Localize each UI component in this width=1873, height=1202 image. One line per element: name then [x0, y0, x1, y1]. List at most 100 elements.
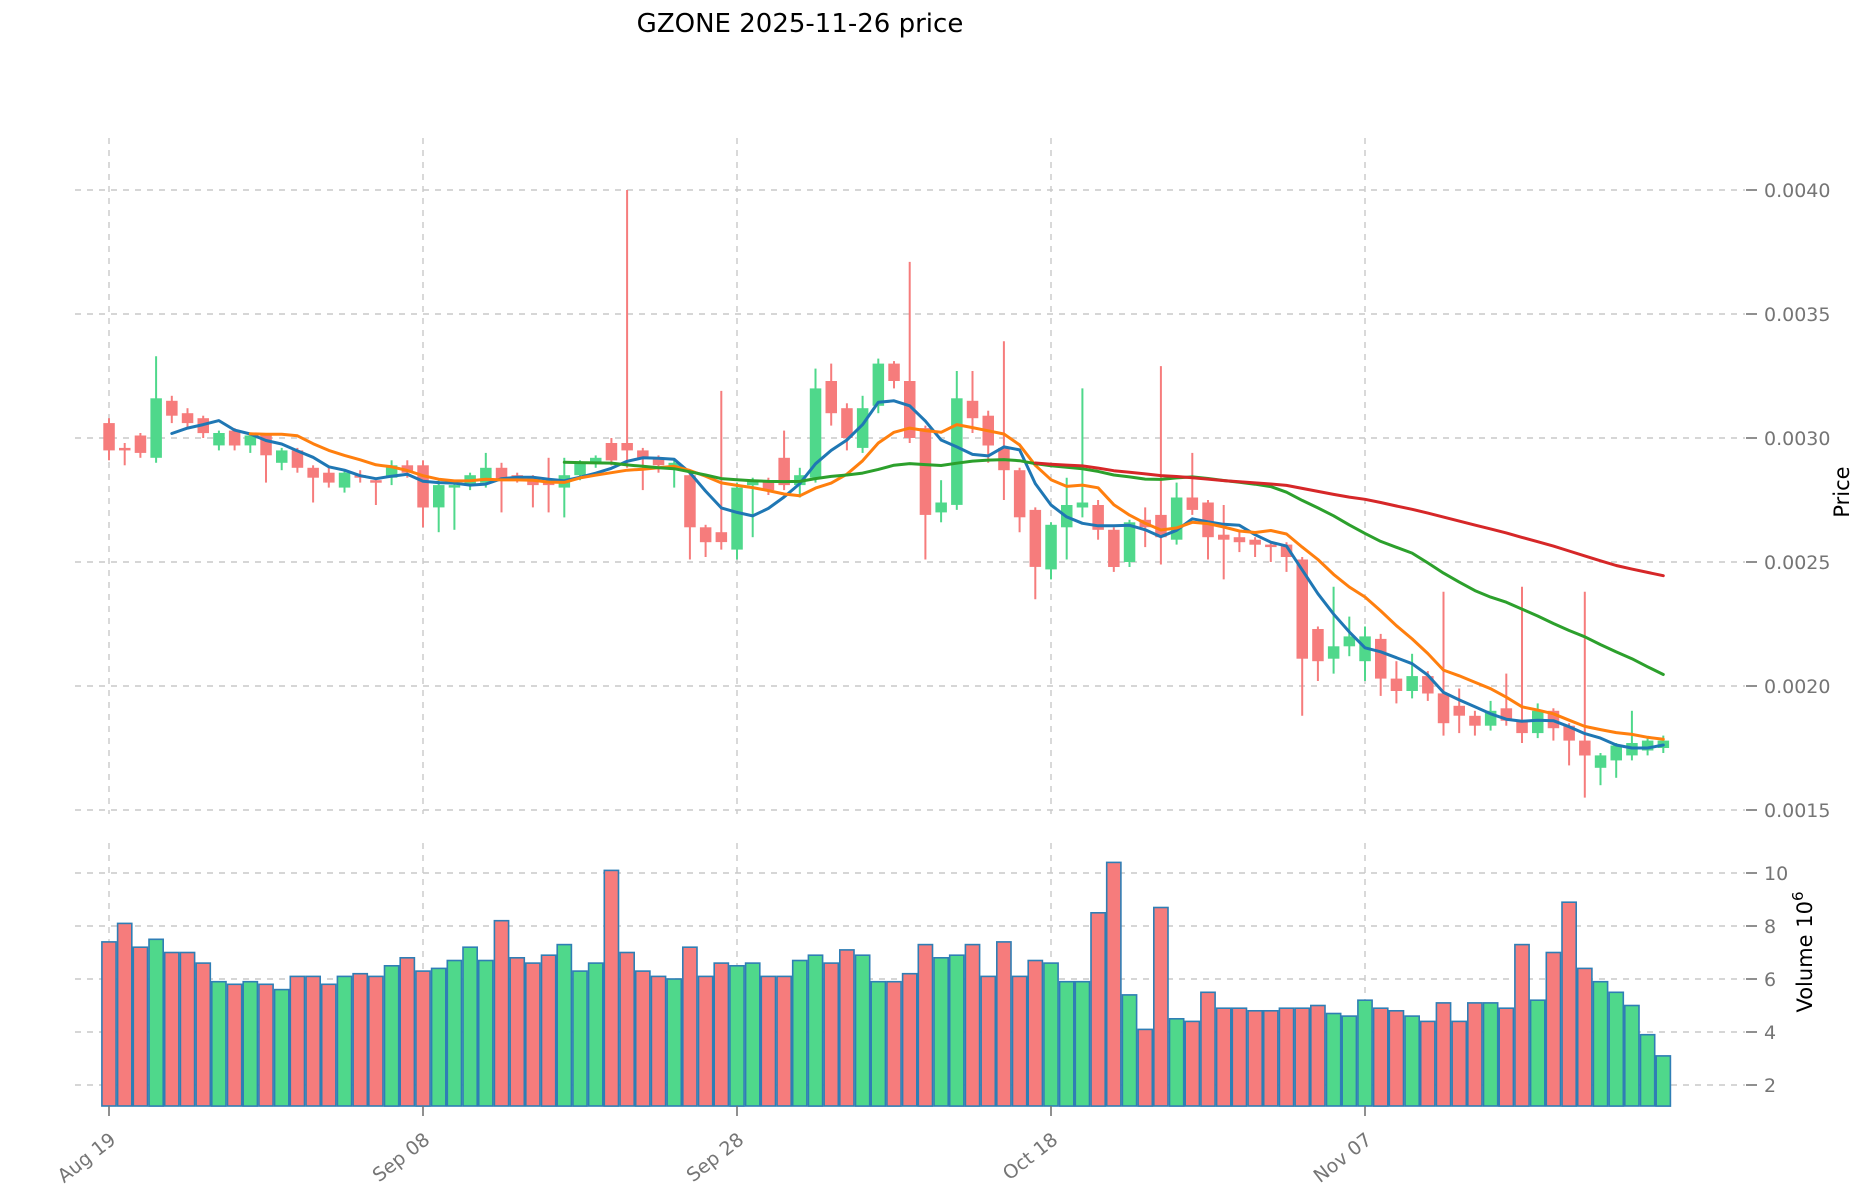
price-tick-label: 0.0030 — [1764, 428, 1830, 450]
ma10-line — [248, 423, 1665, 741]
volume-bar — [1467, 1002, 1483, 1107]
date-tick-label: Sep 08 — [369, 1129, 435, 1187]
candle-body-down — [778, 457, 790, 486]
volume-bar — [619, 951, 635, 1107]
volume-axis-label: Volume 106 — [1789, 891, 1817, 1012]
candle-body-down — [323, 472, 335, 483]
volume-tick-label: 6 — [1764, 969, 1776, 991]
volume-bar — [807, 954, 824, 1107]
volume-bar — [666, 978, 683, 1107]
candle-body-down — [417, 465, 429, 508]
volume-bar — [116, 922, 133, 1107]
candle-body-down — [1029, 509, 1042, 567]
candle-body-down — [652, 457, 665, 466]
candles — [103, 190, 1670, 798]
volume-bar — [289, 975, 306, 1107]
volume-bar — [399, 956, 416, 1107]
volume-bar — [1561, 901, 1577, 1107]
candle-body-down — [542, 482, 555, 486]
candle-body-down — [181, 413, 194, 424]
volume-bar — [1027, 959, 1044, 1107]
volume-bar — [634, 970, 651, 1107]
candle-body-down — [699, 527, 712, 543]
candle-body-down — [966, 400, 979, 419]
candle-body-up — [951, 398, 963, 505]
volume-bar — [854, 954, 871, 1107]
candle-body-down — [1249, 539, 1261, 545]
volume-bar — [258, 983, 274, 1107]
volume-bar — [1043, 962, 1059, 1107]
candle-body-up — [1170, 497, 1183, 540]
candle-body-up — [150, 398, 162, 458]
volume-bar — [1529, 999, 1546, 1107]
volume-bar — [1435, 1002, 1452, 1107]
candle-body-up — [809, 388, 822, 478]
volume-bar — [446, 959, 463, 1107]
candle-body-up — [244, 435, 257, 446]
candle-body-up — [1484, 710, 1497, 726]
volume-bar — [603, 869, 620, 1107]
candle-body-down — [1265, 544, 1277, 548]
volume-bar — [980, 975, 997, 1107]
candle-body-up — [872, 363, 885, 406]
volume-bar — [493, 919, 510, 1107]
volume-bar — [995, 941, 1012, 1107]
candle-body-down — [888, 363, 900, 381]
volume-bar — [132, 946, 149, 1107]
date-tick-label: Sep 28 — [683, 1129, 749, 1187]
volume-bar — [791, 959, 808, 1107]
candle-body-down — [825, 381, 837, 414]
volume-bar — [509, 956, 526, 1107]
candle-body-down — [166, 400, 178, 416]
candle-body-down — [307, 467, 319, 478]
candle-body-up — [1076, 502, 1089, 508]
volume-bar — [1090, 911, 1106, 1107]
volume-bar — [1451, 1020, 1468, 1107]
volume-bar — [101, 941, 117, 1107]
candle-body-up — [276, 450, 288, 463]
candle-body-down — [228, 430, 241, 446]
candle-body-up — [338, 472, 351, 488]
price-tick-label: 0.0015 — [1764, 800, 1830, 822]
moving-average-lines — [170, 399, 1665, 750]
candle-body-up — [1343, 636, 1356, 647]
volume-bar — [352, 972, 369, 1107]
ma5-line — [170, 399, 1665, 750]
volume-bar — [179, 951, 196, 1107]
candle-body-down — [1233, 537, 1246, 543]
volume-bar — [1247, 1009, 1263, 1107]
volume-bar — [1576, 967, 1593, 1107]
candle-body-up — [731, 487, 743, 550]
volume-bar — [477, 959, 494, 1107]
date-tick-label: Nov 07 — [1309, 1129, 1376, 1188]
volume-bar — [729, 964, 745, 1107]
candle-body-up — [1327, 646, 1340, 659]
volume-bar — [744, 962, 761, 1107]
candle-body-up — [935, 502, 947, 513]
candle-body-up — [1123, 522, 1136, 562]
candle-body-down — [1013, 470, 1026, 518]
volume-bar — [760, 975, 777, 1107]
volume-bar — [383, 964, 400, 1107]
candle-body-down — [684, 475, 696, 528]
volume-bar — [933, 956, 949, 1107]
volume-axis-label-base: Volume 10 — [1793, 901, 1817, 1013]
candle-body-down — [841, 408, 853, 438]
volume-bar — [1419, 1020, 1436, 1107]
candle-body-down — [1218, 534, 1230, 540]
candle-body-up — [1406, 676, 1418, 691]
volume-bar — [1372, 1007, 1389, 1107]
candle-body-up — [747, 480, 759, 486]
candle-body-up — [433, 485, 445, 508]
candle-body-down — [621, 443, 633, 451]
volume-bar — [713, 962, 730, 1107]
volume-bar — [1200, 991, 1216, 1107]
volume-bar — [1514, 943, 1530, 1107]
candle-body-down — [1280, 544, 1293, 557]
volume-bar — [823, 962, 840, 1107]
candle-body-up — [1610, 745, 1622, 761]
volume-tick-label: 10 — [1764, 863, 1788, 885]
volume-bar — [1105, 861, 1122, 1107]
volume-bar — [776, 975, 792, 1107]
candle-body-down — [134, 435, 147, 453]
